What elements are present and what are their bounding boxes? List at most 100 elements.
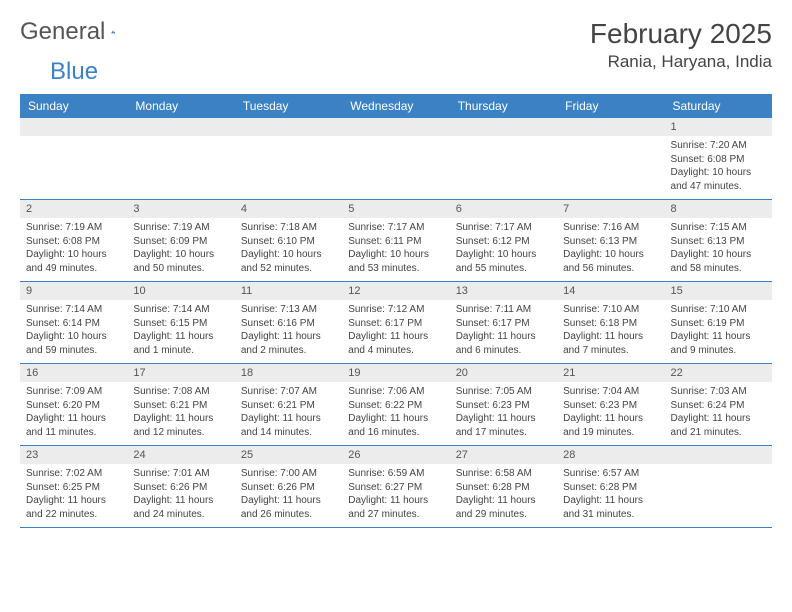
day-number: 25 (235, 446, 342, 464)
daylight-text: Daylight: 11 hours and 31 minutes. (563, 494, 658, 521)
day-details: Sunrise: 7:15 AMSunset: 6:13 PMDaylight:… (665, 218, 772, 281)
day-details (235, 136, 342, 192)
sunset-text: Sunset: 6:21 PM (241, 399, 336, 413)
daylight-text: Daylight: 11 hours and 24 minutes. (133, 494, 228, 521)
daylight-text: Daylight: 11 hours and 26 minutes. (241, 494, 336, 521)
calendar-day-cell: 14Sunrise: 7:10 AMSunset: 6:18 PMDayligh… (557, 282, 664, 364)
calendar-day-cell: 28Sunrise: 6:57 AMSunset: 6:28 PMDayligh… (557, 446, 664, 528)
daylight-text: Daylight: 11 hours and 14 minutes. (241, 412, 336, 439)
day-number: 1 (665, 118, 772, 136)
day-number: 7 (557, 200, 664, 218)
weekday-header: Tuesday (235, 94, 342, 118)
daylight-text: Daylight: 11 hours and 27 minutes. (348, 494, 443, 521)
sunrise-text: Sunrise: 7:08 AM (133, 385, 228, 399)
daylight-text: Daylight: 10 hours and 49 minutes. (26, 248, 121, 275)
calendar-week-row: 9Sunrise: 7:14 AMSunset: 6:14 PMDaylight… (20, 282, 772, 364)
calendar-day-cell: 2Sunrise: 7:19 AMSunset: 6:08 PMDaylight… (20, 200, 127, 282)
daylight-text: Daylight: 11 hours and 17 minutes. (456, 412, 551, 439)
weekday-header: Wednesday (342, 94, 449, 118)
title-block: February 2025 Rania, Haryana, India (590, 18, 772, 72)
day-number (342, 118, 449, 136)
day-number: 3 (127, 200, 234, 218)
day-details: Sunrise: 7:17 AMSunset: 6:11 PMDaylight:… (342, 218, 449, 281)
sunset-text: Sunset: 6:22 PM (348, 399, 443, 413)
sunset-text: Sunset: 6:26 PM (133, 481, 228, 495)
day-number (557, 118, 664, 136)
sunset-text: Sunset: 6:18 PM (563, 317, 658, 331)
sunset-text: Sunset: 6:16 PM (241, 317, 336, 331)
day-number: 23 (20, 446, 127, 464)
sunset-text: Sunset: 6:15 PM (133, 317, 228, 331)
day-number: 15 (665, 282, 772, 300)
day-details (342, 136, 449, 192)
day-number: 4 (235, 200, 342, 218)
sunrise-text: Sunrise: 7:09 AM (26, 385, 121, 399)
day-number: 9 (20, 282, 127, 300)
sunset-text: Sunset: 6:25 PM (26, 481, 121, 495)
day-details (557, 136, 664, 192)
daylight-text: Daylight: 11 hours and 12 minutes. (133, 412, 228, 439)
calendar-page: General February 2025 Rania, Haryana, In… (0, 0, 792, 538)
sail-icon (111, 23, 116, 41)
day-number (665, 446, 772, 464)
day-number: 2 (20, 200, 127, 218)
daylight-text: Daylight: 10 hours and 56 minutes. (563, 248, 658, 275)
daylight-text: Daylight: 11 hours and 29 minutes. (456, 494, 551, 521)
day-details: Sunrise: 7:10 AMSunset: 6:18 PMDaylight:… (557, 300, 664, 363)
day-number: 24 (127, 446, 234, 464)
day-details: Sunrise: 7:18 AMSunset: 6:10 PMDaylight:… (235, 218, 342, 281)
day-details: Sunrise: 7:14 AMSunset: 6:15 PMDaylight:… (127, 300, 234, 363)
sunrise-text: Sunrise: 6:58 AM (456, 467, 551, 481)
daylight-text: Daylight: 11 hours and 19 minutes. (563, 412, 658, 439)
day-details: Sunrise: 7:02 AMSunset: 6:25 PMDaylight:… (20, 464, 127, 527)
sunset-text: Sunset: 6:11 PM (348, 235, 443, 249)
daylight-text: Daylight: 10 hours and 52 minutes. (241, 248, 336, 275)
sunrise-text: Sunrise: 7:19 AM (26, 221, 121, 235)
day-details: Sunrise: 7:11 AMSunset: 6:17 PMDaylight:… (450, 300, 557, 363)
calendar-day-cell (665, 446, 772, 528)
sunset-text: Sunset: 6:17 PM (348, 317, 443, 331)
daylight-text: Daylight: 11 hours and 11 minutes. (26, 412, 121, 439)
calendar-week-row: 1Sunrise: 7:20 AMSunset: 6:08 PMDaylight… (20, 118, 772, 200)
calendar-day-cell: 23Sunrise: 7:02 AMSunset: 6:25 PMDayligh… (20, 446, 127, 528)
weekday-header: Thursday (450, 94, 557, 118)
day-details: Sunrise: 7:09 AMSunset: 6:20 PMDaylight:… (20, 382, 127, 445)
sunset-text: Sunset: 6:13 PM (563, 235, 658, 249)
daylight-text: Daylight: 11 hours and 22 minutes. (26, 494, 121, 521)
month-title: February 2025 (590, 18, 772, 50)
sunrise-text: Sunrise: 7:04 AM (563, 385, 658, 399)
sunset-text: Sunset: 6:28 PM (563, 481, 658, 495)
day-details: Sunrise: 7:01 AMSunset: 6:26 PMDaylight:… (127, 464, 234, 527)
calendar-header: Sunday Monday Tuesday Wednesday Thursday… (20, 94, 772, 118)
sunrise-text: Sunrise: 7:10 AM (671, 303, 766, 317)
sunrise-text: Sunrise: 7:17 AM (456, 221, 551, 235)
day-details (450, 136, 557, 192)
day-number: 16 (20, 364, 127, 382)
sunset-text: Sunset: 6:17 PM (456, 317, 551, 331)
day-number: 22 (665, 364, 772, 382)
calendar-day-cell: 5Sunrise: 7:17 AMSunset: 6:11 PMDaylight… (342, 200, 449, 282)
calendar-day-cell: 17Sunrise: 7:08 AMSunset: 6:21 PMDayligh… (127, 364, 234, 446)
daylight-text: Daylight: 11 hours and 6 minutes. (456, 330, 551, 357)
day-details: Sunrise: 7:07 AMSunset: 6:21 PMDaylight:… (235, 382, 342, 445)
sunset-text: Sunset: 6:13 PM (671, 235, 766, 249)
daylight-text: Daylight: 11 hours and 16 minutes. (348, 412, 443, 439)
calendar-day-cell: 16Sunrise: 7:09 AMSunset: 6:20 PMDayligh… (20, 364, 127, 446)
sunrise-text: Sunrise: 7:06 AM (348, 385, 443, 399)
sunset-text: Sunset: 6:23 PM (456, 399, 551, 413)
calendar-day-cell: 27Sunrise: 6:58 AMSunset: 6:28 PMDayligh… (450, 446, 557, 528)
sunset-text: Sunset: 6:19 PM (671, 317, 766, 331)
day-details: Sunrise: 7:19 AMSunset: 6:09 PMDaylight:… (127, 218, 234, 281)
sunrise-text: Sunrise: 7:10 AM (563, 303, 658, 317)
sunrise-text: Sunrise: 7:20 AM (671, 139, 766, 153)
day-number: 18 (235, 364, 342, 382)
calendar-day-cell: 19Sunrise: 7:06 AMSunset: 6:22 PMDayligh… (342, 364, 449, 446)
daylight-text: Daylight: 11 hours and 2 minutes. (241, 330, 336, 357)
day-number (235, 118, 342, 136)
calendar-week-row: 2Sunrise: 7:19 AMSunset: 6:08 PMDaylight… (20, 200, 772, 282)
day-details (665, 464, 772, 520)
calendar-day-cell (557, 118, 664, 200)
calendar-day-cell: 3Sunrise: 7:19 AMSunset: 6:09 PMDaylight… (127, 200, 234, 282)
sunrise-text: Sunrise: 7:14 AM (26, 303, 121, 317)
sunset-text: Sunset: 6:23 PM (563, 399, 658, 413)
